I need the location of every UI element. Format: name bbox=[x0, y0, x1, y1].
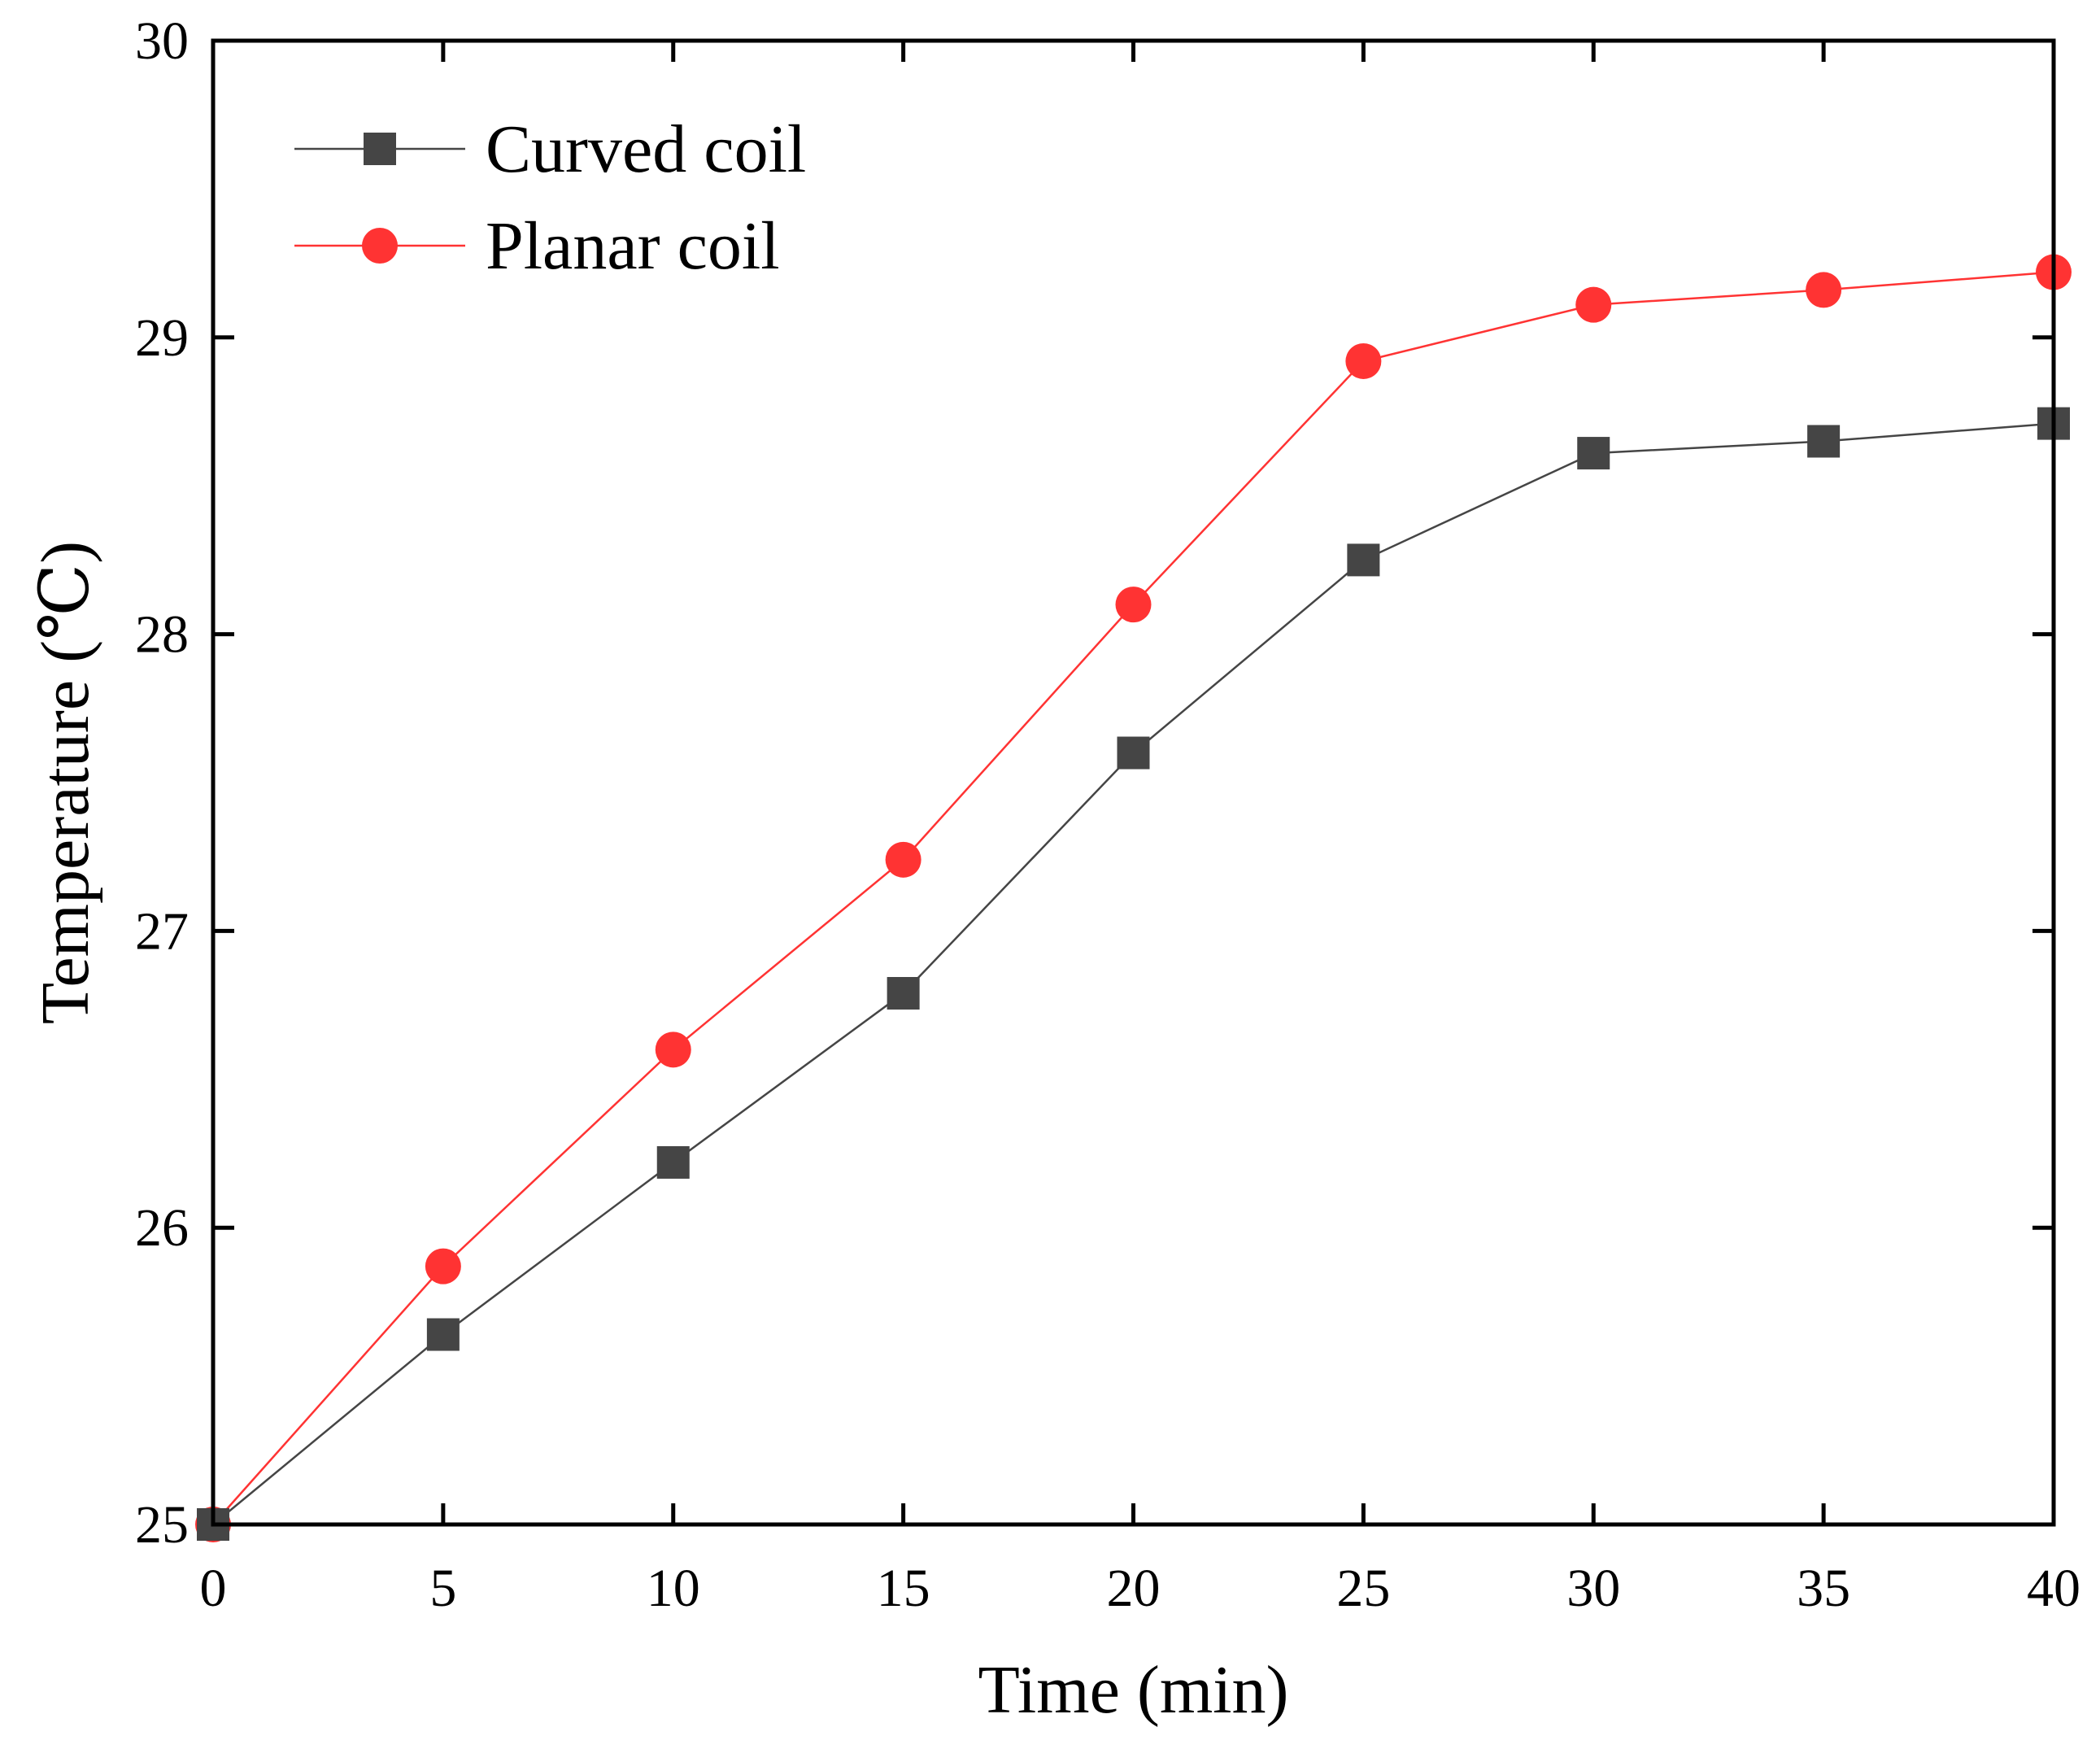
x-tick-label-40: 40 bbox=[2027, 1559, 2080, 1618]
curved-coil-point-15 bbox=[887, 977, 920, 1010]
x-tick-label-20: 20 bbox=[1107, 1559, 1161, 1618]
y-axis-title: Temperature (℃) bbox=[28, 541, 103, 1024]
y-tick-label-25: 25 bbox=[135, 1495, 189, 1555]
legend-planar-coil-marker bbox=[362, 228, 398, 264]
curved-coil-point-20 bbox=[1117, 736, 1150, 770]
x-tick-label-15: 15 bbox=[877, 1559, 930, 1618]
y-tick-label-26: 26 bbox=[135, 1198, 189, 1258]
planar-coil-line bbox=[212, 271, 2054, 1525]
x-tick-label-5: 5 bbox=[429, 1559, 456, 1618]
x-tick-label-25: 25 bbox=[1336, 1559, 1390, 1618]
x-tick-label-30: 30 bbox=[1566, 1559, 1620, 1618]
x-tick-label-0: 0 bbox=[200, 1559, 227, 1618]
legend: Curved coil Planar coil bbox=[294, 111, 806, 284]
curved-coil-point-10 bbox=[656, 1145, 690, 1179]
tick-labels: 0 5 10 15 20 25 30 35 40 25 26 27 28 29 30 bbox=[135, 11, 2080, 1618]
curved-coil-point-35 bbox=[1807, 425, 1841, 458]
planar-coil-point-10 bbox=[655, 1032, 691, 1068]
planar-coil-point-35 bbox=[1806, 272, 1842, 308]
legend-curved-coil-marker bbox=[364, 133, 396, 165]
y-tick-label-27: 27 bbox=[135, 901, 189, 961]
planar-coil-point-20 bbox=[1115, 587, 1152, 623]
legend-planar-coil-label: Planar coil bbox=[486, 208, 780, 284]
legend-curved-coil-label: Curved coil bbox=[486, 111, 806, 187]
series-lines bbox=[212, 271, 2054, 1525]
x-axis-title: Time (min) bbox=[978, 1652, 1289, 1728]
y-tick-label-29: 29 bbox=[135, 308, 189, 368]
series-markers bbox=[195, 254, 2072, 1542]
planar-coil-point-30 bbox=[1575, 286, 1612, 323]
planar-coil-point-5 bbox=[425, 1248, 461, 1284]
curved-coil-point-30 bbox=[1577, 437, 1610, 470]
planar-coil-point-25 bbox=[1345, 342, 1382, 379]
y-tick-label-28: 28 bbox=[135, 605, 189, 665]
curved-coil-point-5 bbox=[426, 1318, 460, 1351]
planar-coil-point-15 bbox=[885, 841, 921, 878]
curved-coil-point-25 bbox=[1347, 543, 1380, 577]
y-tick-label-30: 30 bbox=[135, 11, 189, 71]
x-tick-label-10: 10 bbox=[647, 1559, 700, 1618]
plot-area-frame bbox=[211, 38, 2056, 1527]
x-tick-label-35: 35 bbox=[1797, 1559, 1850, 1618]
